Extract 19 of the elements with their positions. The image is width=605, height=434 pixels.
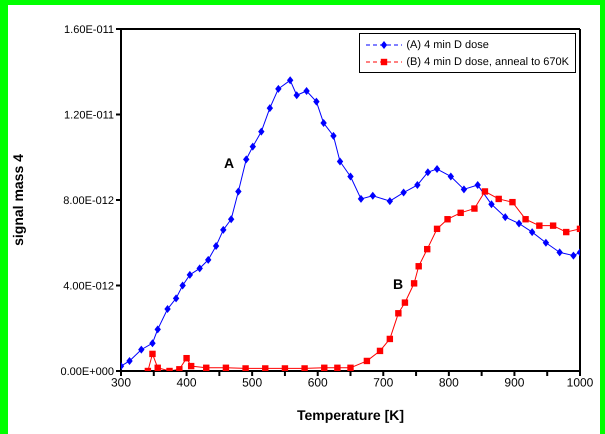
x-axis-title: Temperature [K] bbox=[296, 407, 404, 423]
annotation: B bbox=[393, 276, 404, 292]
x-tick-label: 300 bbox=[110, 376, 132, 390]
x-tick-label: 800 bbox=[438, 376, 460, 390]
y-tick-label: 1.20E-011 bbox=[64, 109, 114, 122]
x-tick-label: 500 bbox=[242, 376, 262, 390]
x-tick-label: 700 bbox=[373, 376, 394, 390]
x-tick-label: 400 bbox=[176, 376, 197, 390]
annotation: A bbox=[224, 155, 234, 171]
y-axis-title: signal mass 4 bbox=[10, 154, 26, 246]
y-tick-label: 0.00E+000 bbox=[60, 366, 114, 378]
y-tick-label: 1.60E-011 bbox=[64, 24, 114, 36]
x-tick-label: 600 bbox=[308, 376, 328, 390]
y-tick-label: 8.00E-012 bbox=[63, 194, 114, 207]
y-tick-label: 4.00E-012 bbox=[63, 280, 114, 292]
legend-label: (B) 4 min D dose, anneal to 670K bbox=[406, 56, 569, 68]
x-tick-label: 900 bbox=[504, 376, 525, 390]
legend-label: (A) 4 min D dose bbox=[406, 38, 489, 50]
x-tick-label: 1000 bbox=[566, 376, 594, 390]
